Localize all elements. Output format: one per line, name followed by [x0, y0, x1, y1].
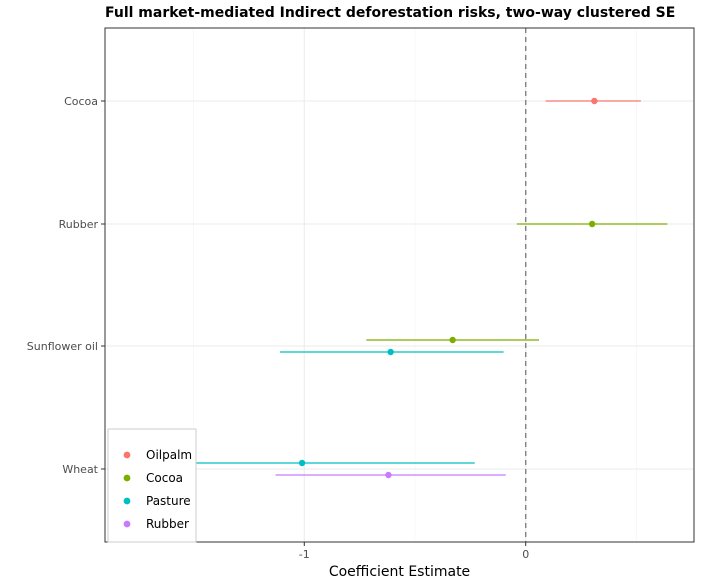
legend-label: Oilpalm: [146, 448, 192, 462]
y-tick-label: Sunflower oil: [27, 340, 98, 353]
legend-label: Pasture: [146, 494, 191, 508]
point-estimate: [449, 336, 456, 344]
chart-title: Full market-mediated Indirect deforestat…: [105, 5, 675, 21]
x-tick-label: 0: [522, 548, 529, 561]
legend-label: Cocoa: [146, 471, 183, 485]
point-estimate: [385, 471, 392, 479]
x-tick-label: -1: [299, 548, 310, 561]
point-estimate: [298, 459, 306, 467]
point-estimate: [387, 348, 394, 356]
legend: Oilpalm Cocoa Pasture Rubber: [107, 428, 197, 543]
point-estimate: [588, 220, 596, 228]
x-axis-title: Coefficient Estimate: [329, 564, 470, 580]
legend-key: [123, 520, 131, 528]
legend-label: Rubber: [146, 517, 189, 531]
y-tick-label: Wheat: [62, 463, 98, 476]
legend-key: [123, 474, 131, 482]
legend-key: [123, 497, 131, 505]
data-marks: [193, 97, 668, 479]
y-tick-label: Cocoa: [64, 95, 98, 108]
panel-border: [104, 27, 695, 543]
legend-key: [123, 451, 131, 459]
y-tick-label: Rubber: [59, 218, 99, 231]
axes: Cocoa Rubber Sunflower oil Wheat -1 0: [27, 95, 529, 561]
point-estimate: [591, 97, 598, 105]
legend-box: [107, 428, 197, 543]
